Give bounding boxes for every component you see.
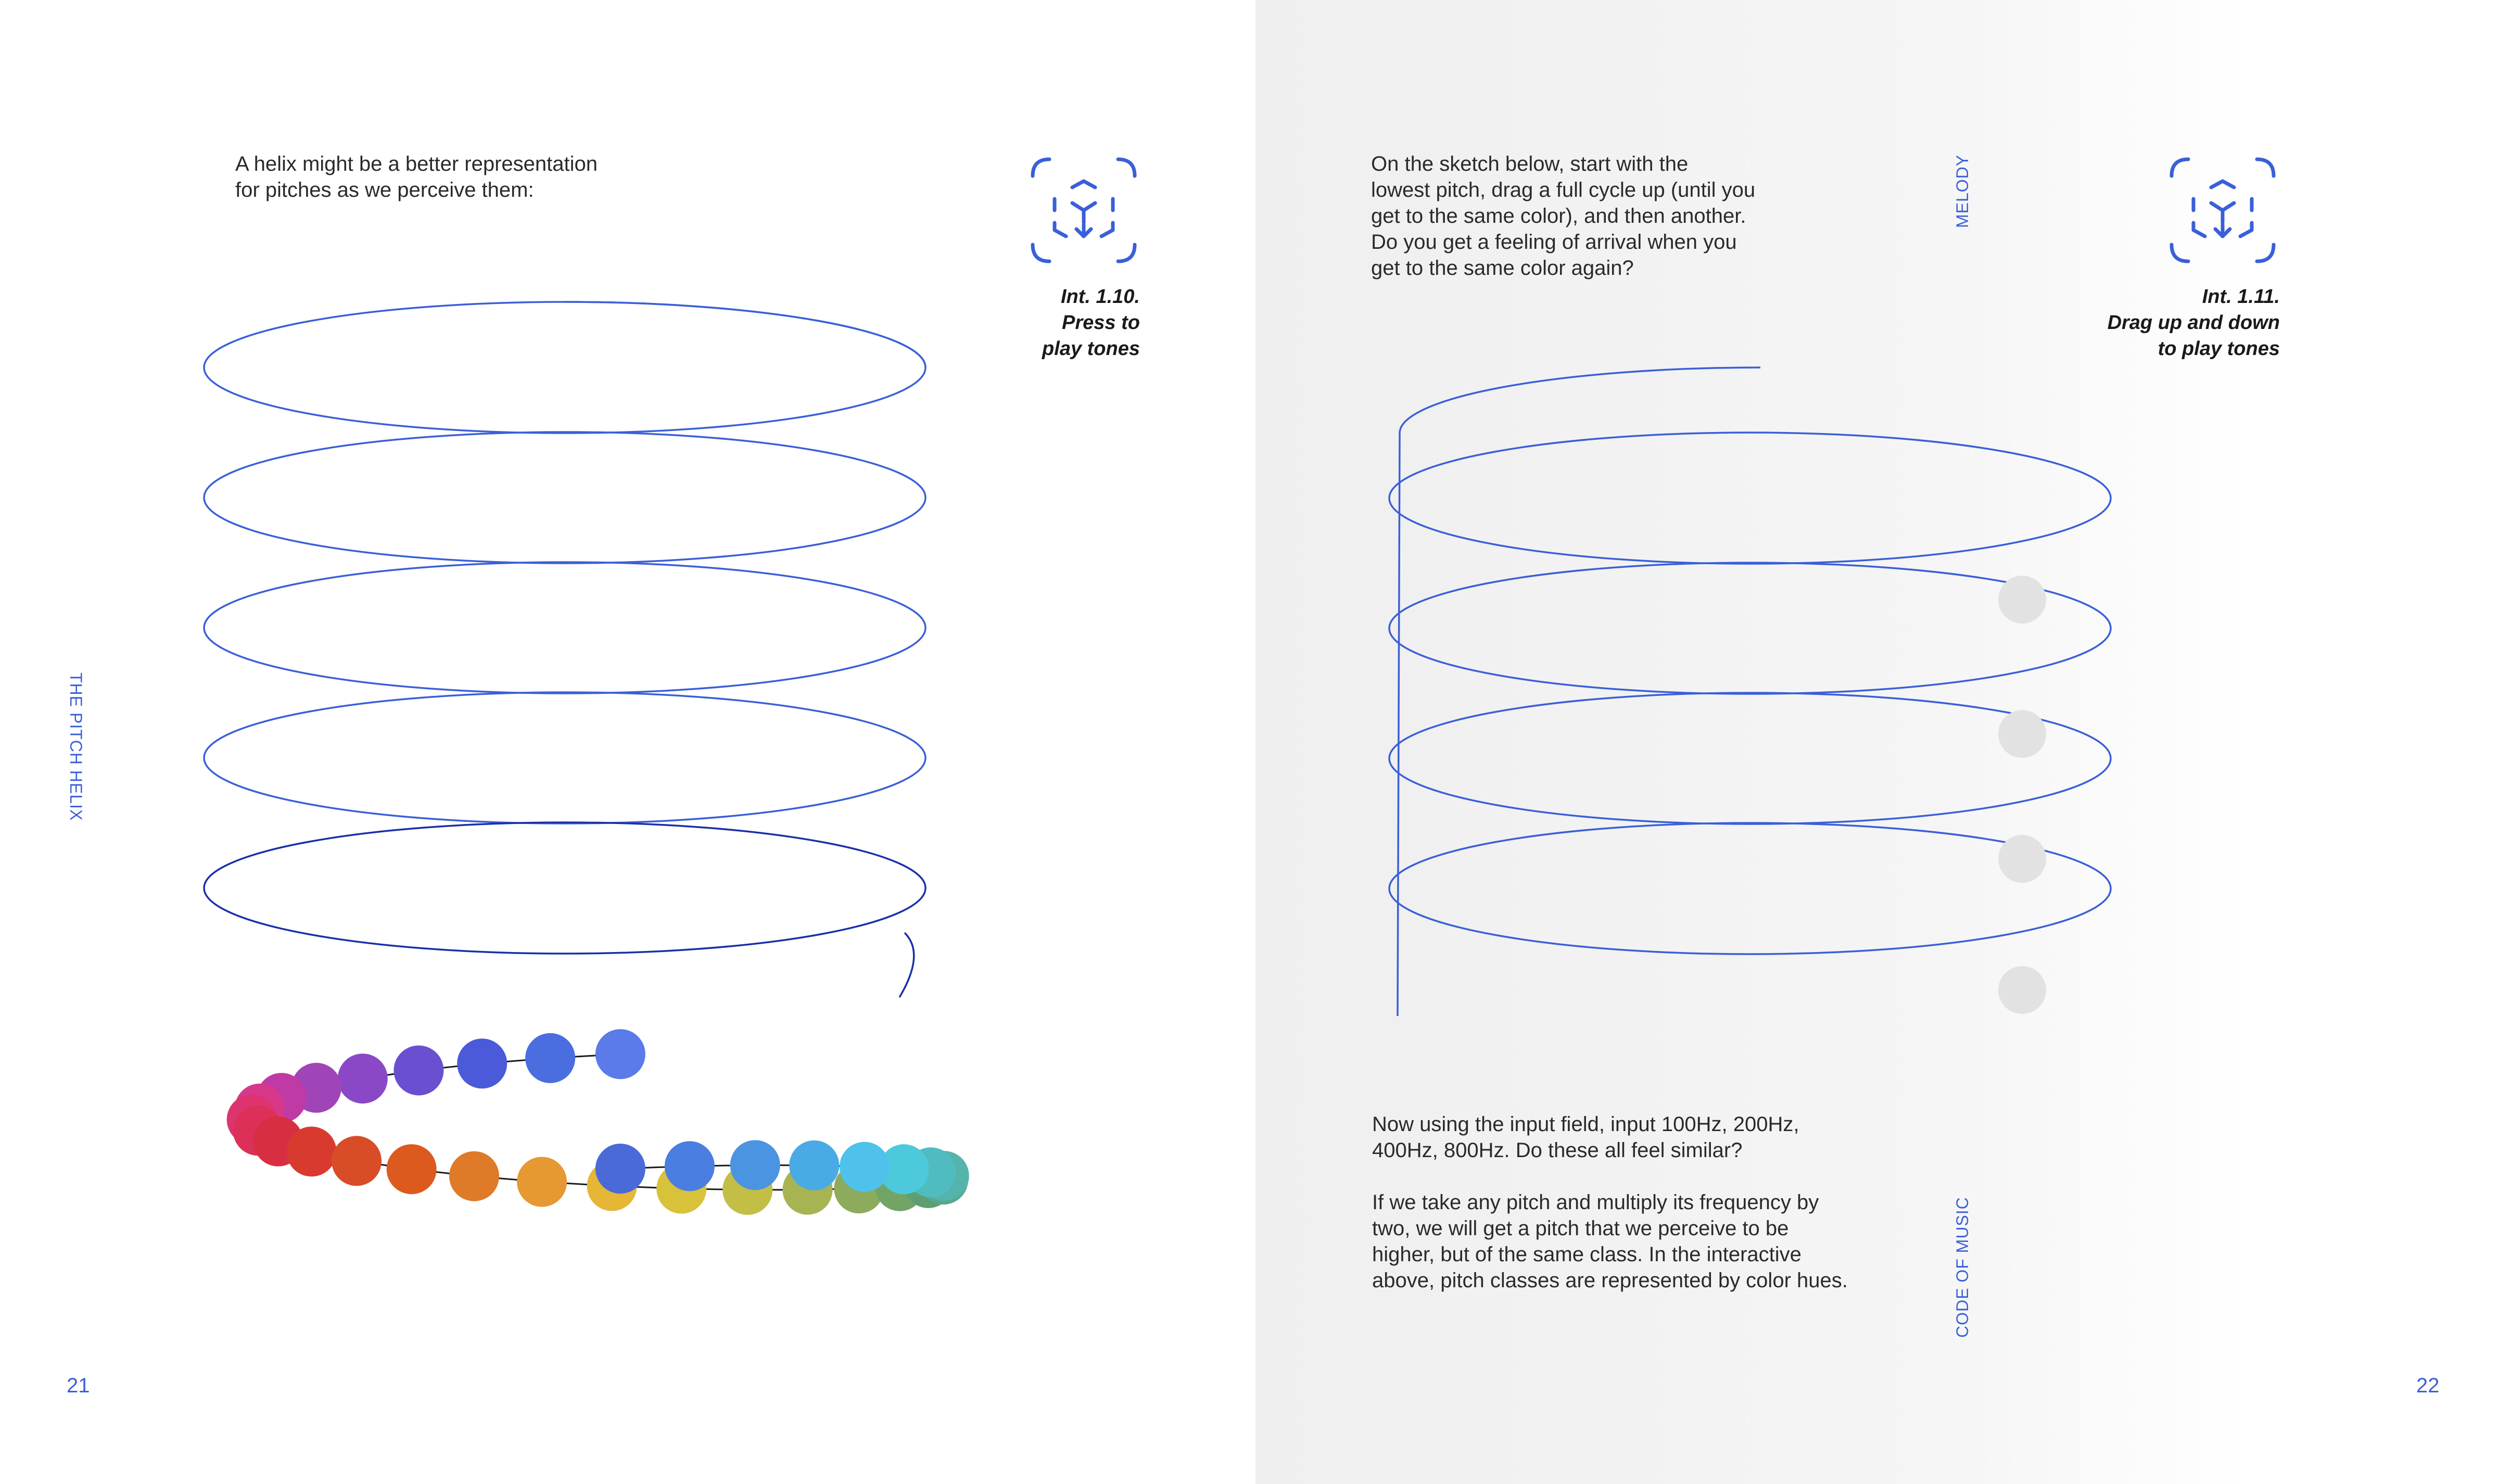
left-page: THE PITCH HELIX 21 A helix might be a be… <box>0 0 1255 1484</box>
page-number-left: 21 <box>67 1374 90 1397</box>
pitch-marker[interactable] <box>1998 710 2046 758</box>
intro-line: A helix might be a better representation <box>235 153 598 175</box>
instruction-line: On the sketch below, start with the <box>1371 153 1689 175</box>
pitch-helix-left[interactable] <box>0 0 1255 1484</box>
intro-text: A helix might be a better representation… <box>235 151 598 203</box>
tone-bead[interactable] <box>286 1126 337 1177</box>
tone-bead[interactable] <box>664 1141 715 1191</box>
helix-coil <box>1388 822 2112 955</box>
right-page: MELODY CODE OF MUSIC 22 On the sketch be… <box>1255 0 2499 1484</box>
helix-coil <box>203 431 927 564</box>
helix-coil <box>1388 432 2112 565</box>
helix-coil <box>203 561 927 694</box>
pitch-marker[interactable] <box>1998 966 2046 1014</box>
instruction-line: get to the same color again? <box>1371 257 1634 280</box>
helix-coil <box>1388 562 2112 695</box>
helix-coil <box>1388 692 2112 825</box>
caption-line: to play tones <box>2158 338 2280 360</box>
helix-coil <box>203 301 927 434</box>
instruction-line: Do you get a feeling of arrival when you <box>1371 231 1737 253</box>
helix-coil <box>203 821 927 955</box>
paragraph-line: If we take any pitch and multiply its fr… <box>1372 1191 1819 1214</box>
instruction-text: On the sketch below, start with the lowe… <box>1371 151 1755 281</box>
octave-explanation-text: If we take any pitch and multiply its fr… <box>1372 1189 1848 1293</box>
interactive-caption-right: Int. 1.11. Drag up and down to play tone… <box>2020 284 2280 362</box>
paragraph-line: Now using the input field, input 100Hz, … <box>1372 1113 1799 1136</box>
interactive-cube-icon[interactable] <box>1029 155 1139 265</box>
tone-bead[interactable] <box>457 1038 508 1089</box>
tone-bead[interactable] <box>525 1033 576 1083</box>
tone-bead[interactable] <box>789 1140 840 1190</box>
interactive-caption-left: Int. 1.10. Press to play tones <box>984 284 1140 362</box>
page-number-right: 22 <box>2416 1374 2440 1397</box>
tone-bead[interactable] <box>517 1157 567 1207</box>
instruction-line: lowest pitch, drag a full cycle up (unti… <box>1371 179 1756 201</box>
caption-line: Int. 1.10. <box>1060 286 1140 308</box>
tone-bead[interactable] <box>449 1151 499 1201</box>
tone-bead[interactable] <box>595 1144 645 1194</box>
paragraph-line: two, we will get a pitch that we perceiv… <box>1372 1217 1789 1240</box>
caption-line: play tones <box>1042 338 1140 360</box>
input-instruction-text: Now using the input field, input 100Hz, … <box>1372 1111 1799 1163</box>
pitch-marker[interactable] <box>1998 835 2046 883</box>
paragraph-line: higher, but of the same class. In the in… <box>1372 1243 1802 1266</box>
tone-bead[interactable] <box>730 1140 780 1190</box>
helix-coil <box>203 691 927 825</box>
interactive-cube-icon[interactable] <box>2167 155 2278 265</box>
tone-bead[interactable] <box>879 1144 929 1195</box>
tone-bead[interactable] <box>394 1045 444 1096</box>
tone-bead[interactable] <box>839 1141 890 1192</box>
helix-coil <box>564 301 927 368</box>
instruction-line: get to the same color), and then another… <box>1371 205 1746 227</box>
tone-bead[interactable] <box>595 1029 645 1080</box>
tone-bead[interactable] <box>332 1136 382 1186</box>
caption-line: Drag up and down <box>2107 312 2280 334</box>
pitch-helix-right[interactable] <box>1255 0 2499 1484</box>
pitch-marker[interactable] <box>1998 576 2046 624</box>
helix-tail <box>898 932 915 998</box>
helix-connector <box>1397 433 1401 1017</box>
helix-coil <box>1399 366 1761 434</box>
tone-bead[interactable] <box>337 1054 388 1104</box>
caption-line: Int. 1.11. <box>2202 286 2280 308</box>
paragraph-line: 400Hz, 800Hz. Do these all feel similar? <box>1372 1139 1743 1162</box>
paragraph-line: above, pitch classes are represented by … <box>1372 1269 1848 1292</box>
caption-line: Press to <box>1062 312 1140 334</box>
tone-bead[interactable] <box>386 1144 437 1195</box>
intro-line: for pitches as we perceive them: <box>235 179 534 201</box>
